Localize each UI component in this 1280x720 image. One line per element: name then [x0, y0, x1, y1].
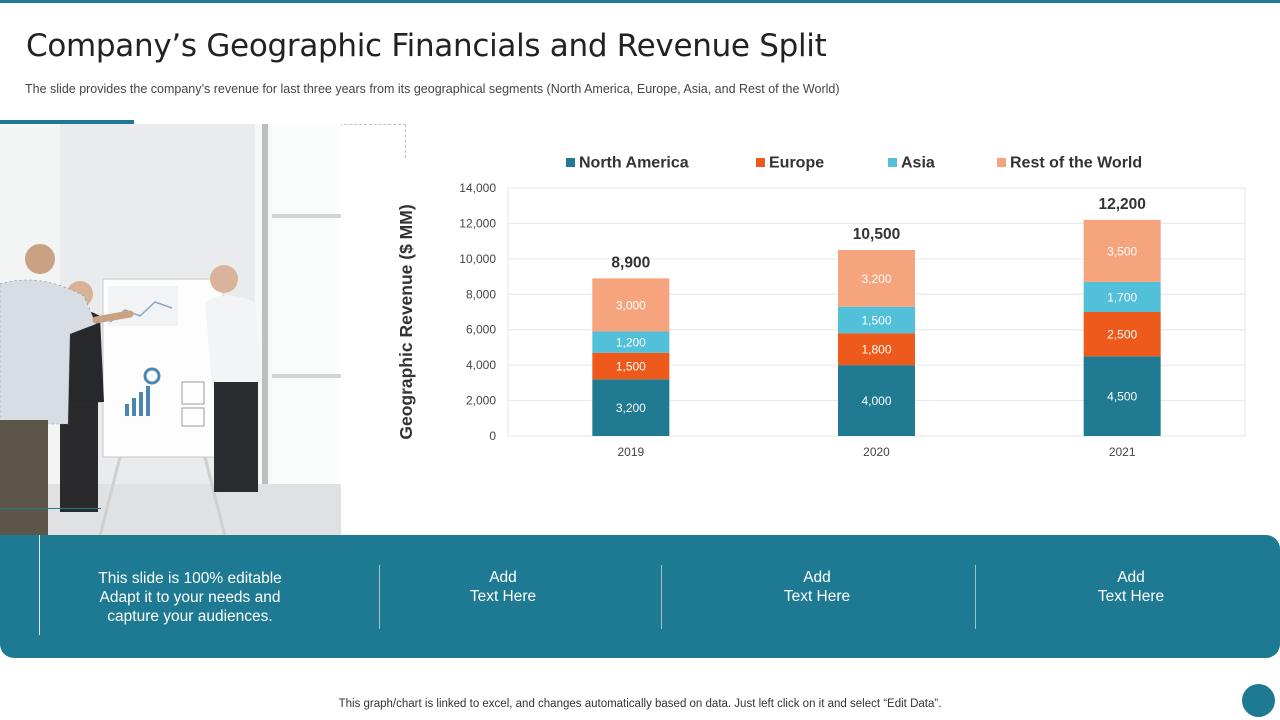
band-item-2-line-2: Text Here — [783, 588, 851, 605]
legend-label: Rest of the World — [1010, 155, 1142, 172]
legend-swatch — [888, 158, 897, 167]
top-accent-bar — [0, 0, 1280, 3]
bar-segment — [838, 306, 915, 334]
band-lead-line-3: capture your audiences. — [107, 608, 273, 625]
legend-swatch — [997, 158, 1006, 167]
legend-label: Europe — [769, 155, 824, 172]
band-lead-line-2: Adapt it to your needs and — [99, 589, 281, 606]
y-tick-label: 14,000 — [459, 181, 496, 195]
bar-segment — [592, 331, 670, 353]
y-tick-label: 0 — [489, 429, 496, 443]
left-accent-thin-line — [0, 508, 101, 509]
legend-swatch — [566, 158, 575, 167]
total-label: 8,900 — [611, 254, 650, 271]
data-label: 3,000 — [616, 298, 646, 312]
total-label: 10,500 — [853, 226, 900, 243]
band-lead-line-1: This slide is 100% editable — [98, 570, 282, 587]
accent-line — [0, 120, 134, 126]
band-item-2-line-1: Add — [803, 569, 831, 586]
data-label: 1,200 — [616, 336, 646, 350]
y-tick-label: 4,000 — [466, 358, 496, 372]
bar-segment — [838, 365, 915, 436]
bar-segment — [1083, 219, 1161, 282]
bar-segment — [592, 352, 670, 380]
band-item-3-line-1: Add — [1117, 569, 1145, 586]
footnote: This graph/chart is linked to excel, and… — [338, 698, 942, 710]
bar-segment — [592, 379, 670, 436]
y-tick-label: 6,000 — [466, 323, 496, 337]
geographic-revenue-chart: 0 2,000 4,000 6,000 8,000 10,000 12,000 14,000 G… — [380, 140, 1260, 480]
corner-circle — [1242, 684, 1275, 717]
data-label: 3,200 — [861, 272, 891, 286]
y-tick-label: 8,000 — [466, 287, 496, 301]
stacked-bar-chart: 0 2,000 4,000 6,000 8,000 10,000 12,000 14,000 G… — [396, 155, 1246, 459]
band-left-line — [39, 535, 40, 635]
band-divider — [975, 565, 976, 629]
band-lead-text: This slide is 100% editable Adapt it to … — [60, 569, 320, 626]
band-item-3: Add Text Here — [1031, 568, 1231, 606]
bar-segment — [838, 250, 915, 307]
legend-swatch — [756, 158, 765, 167]
data-label: 1,500 — [861, 313, 891, 327]
band-item-1-line-1: Add — [489, 569, 517, 586]
team-meeting-photo — [0, 124, 341, 536]
total-label: 12,200 — [1098, 196, 1145, 213]
x-tick-label: 2019 — [617, 445, 644, 459]
band-item-2: Add Text Here — [717, 568, 917, 606]
dashed-frame — [320, 124, 406, 158]
band-item-1-line-2: Text Here — [469, 588, 537, 605]
legend-label: Asia — [901, 155, 935, 172]
y-tick-label: 2,000 — [466, 394, 496, 408]
data-label: 1,700 — [1107, 290, 1137, 304]
x-tick-label: 2021 — [1109, 445, 1136, 459]
slide-subtitle: The slide provides the company’s revenue… — [25, 82, 840, 96]
data-label: 1,500 — [616, 360, 646, 374]
data-label: 3,500 — [1107, 244, 1137, 258]
bar-segment — [1083, 356, 1161, 436]
y-axis-label: Geographic Revenue ($ MM) — [396, 204, 416, 439]
y-tick-label: 12,000 — [459, 216, 496, 230]
data-label: 1,800 — [861, 343, 891, 357]
y-tick-label: 10,000 — [459, 252, 496, 266]
bottom-info-band: This slide is 100% editable Adapt it to … — [0, 535, 1280, 658]
x-tick-label: 2020 — [863, 445, 890, 459]
band-divider — [661, 565, 662, 629]
bar-segment — [1083, 312, 1161, 357]
data-label: 2,500 — [1107, 328, 1137, 342]
team-meeting-illustration — [0, 124, 341, 536]
band-item-3-line-2: Text Here — [1097, 588, 1165, 605]
bar-segment — [838, 333, 915, 366]
legend-label: North America — [579, 155, 689, 172]
data-label: 3,200 — [616, 401, 646, 415]
band-divider — [379, 565, 380, 629]
band-item-1: Add Text Here — [403, 568, 603, 606]
data-label: 4,000 — [861, 394, 891, 408]
data-label: 4,500 — [1107, 390, 1137, 404]
slide-title: Company’s Geographic Financials and Reve… — [26, 28, 827, 64]
bar-segment — [592, 278, 670, 332]
bar-segment — [1083, 281, 1161, 312]
